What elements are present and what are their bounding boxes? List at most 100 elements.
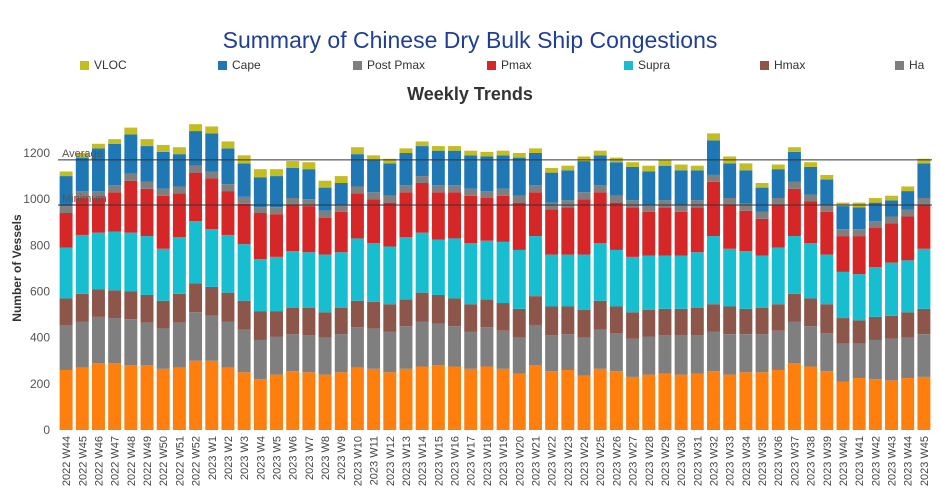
bar-segment-vloc [528, 148, 542, 153]
y-tick-label: 200 [30, 377, 50, 391]
x-tick-label: 2023 W5 [272, 436, 284, 480]
bar-segment-hmax [75, 293, 89, 322]
bar-segment-hmax [836, 318, 850, 344]
bar-segment-cape [836, 206, 850, 230]
reference-lines: Average Minimum [58, 148, 932, 206]
bar-segment-supra [172, 237, 186, 294]
legend-item-pmax[interactable]: Pmax [487, 58, 532, 72]
bar-segment-hmax [690, 307, 704, 336]
bar-segment-pmax [140, 188, 154, 237]
bar-segment-pmax [415, 183, 429, 233]
bar-segment-pmax [755, 218, 769, 256]
legend-item-vloc[interactable]: VLOC [80, 58, 127, 72]
bar-segment-supra [804, 243, 818, 299]
bar-segment-pmax [480, 198, 494, 241]
bar-segment-vloc [415, 141, 429, 147]
bar-segment-pmax [852, 236, 866, 275]
bar-segment-pmax [464, 195, 478, 244]
bar-segment-hmax [286, 307, 300, 335]
bar-segment-supra [480, 240, 494, 300]
bar-segment-post-pmax [771, 198, 785, 205]
bar-segment-post-pmax [723, 198, 737, 205]
bar-segment-pmax [334, 211, 348, 253]
bar-segment-vloc [593, 150, 607, 156]
bar-segment-ha [658, 335, 672, 374]
bar-segment-vloc [739, 163, 753, 171]
bar-segment-post-pmax [91, 191, 105, 199]
y-axis: 0 200 400 600 800 1000 1200 [23, 146, 50, 437]
legend-item-cape[interactable]: Cape [218, 58, 261, 72]
bar-segment-vloc [124, 127, 138, 135]
bar-segment-post-pmax [367, 192, 381, 200]
bar-segment-supra [885, 262, 899, 316]
bar-segment-supra [59, 247, 73, 299]
bar-segment-pmax [787, 188, 801, 237]
bar-segment-supra [496, 241, 510, 304]
bar-segment-pmax [59, 213, 73, 248]
legend-item-post-pmax[interactable]: Post Pmax [353, 58, 425, 72]
bar-segment-pmax [885, 223, 899, 263]
bar-segment-pmax [804, 201, 818, 244]
x-tick-label: 2023 W35 [757, 436, 769, 486]
y-tick-label: 400 [30, 331, 50, 345]
bar-segment-supra [528, 236, 542, 297]
bar-segment-cape [302, 169, 316, 200]
legend-swatch-pmax [487, 60, 496, 70]
bar-segment-cape [609, 162, 623, 196]
x-tick-label: 2023 W12 [385, 436, 397, 486]
legend-item-hmax[interactable]: Hmax [760, 58, 805, 72]
bar-segment-small [626, 376, 640, 430]
bar-segment-pmax [577, 199, 591, 255]
bars [59, 124, 931, 430]
bar-segment-post-pmax [755, 211, 769, 219]
legend-swatch-ha [895, 60, 904, 70]
bar-segment-small [901, 378, 915, 430]
legend-label-cape: Cape [232, 58, 261, 72]
bar-segment-hmax [852, 320, 866, 344]
bar-segment-vloc [577, 156, 591, 162]
bar-segment-ha [901, 337, 915, 379]
bar-segment-hmax [108, 290, 122, 319]
x-tick-label: 2023 W27 [628, 436, 640, 486]
x-tick-label: 2023 W23 [563, 436, 575, 486]
bar-segment-ha [868, 339, 882, 380]
bar-segment-vloc [253, 169, 267, 178]
bar-segment-hmax [496, 303, 510, 331]
bar-segment-supra [609, 249, 623, 307]
legend-item-supra[interactable]: Supra [624, 58, 670, 72]
bar-segment-supra [868, 267, 882, 317]
x-tick-label: 2023 W22 [547, 436, 559, 486]
bar-segment-post-pmax [464, 188, 478, 196]
bar-segment-pmax [448, 192, 462, 239]
x-tick-label: 2022 W44 [61, 436, 73, 486]
bar-segment-small [59, 369, 73, 430]
legend-item-ha[interactable]: Ha [895, 58, 924, 72]
bar-segment-small [512, 373, 526, 430]
bar-segment-post-pmax [480, 191, 494, 199]
bar-segment-small [917, 376, 931, 430]
bar-segment-post-pmax [189, 165, 203, 173]
bar-segment-hmax [448, 298, 462, 327]
bar-segment-hmax [528, 296, 542, 325]
bar-segment-hmax [318, 312, 332, 338]
bar-segment-post-pmax [707, 174, 720, 182]
x-tick-label: 2022 W46 [93, 436, 105, 486]
bar-segment-ha [270, 336, 283, 375]
x-axis: 2022 W44 2022 W45 2022 W46 2022 W47 2022 W48… [61, 436, 931, 486]
bar-segment-hmax [593, 300, 607, 330]
bar-segment-cape [75, 157, 89, 192]
bar-segment-small [448, 366, 462, 430]
x-tick-label: 2023 W36 [773, 436, 785, 486]
bar-segment-small [464, 368, 478, 430]
bar-segment-pmax [189, 172, 203, 222]
bar-segment-hmax [755, 307, 769, 335]
reference-line-label: Minimum [62, 193, 107, 205]
bar-segment-ha [852, 343, 866, 379]
bar-segment-vloc [221, 141, 235, 149]
bar-segment-vloc [91, 143, 105, 149]
x-tick-label: 2023 W9 [336, 436, 348, 480]
bar-segment-post-pmax [690, 200, 704, 208]
bar-segment-small [577, 375, 591, 430]
bar-segment-vloc [156, 144, 170, 152]
bar-segment-hmax [124, 291, 138, 320]
